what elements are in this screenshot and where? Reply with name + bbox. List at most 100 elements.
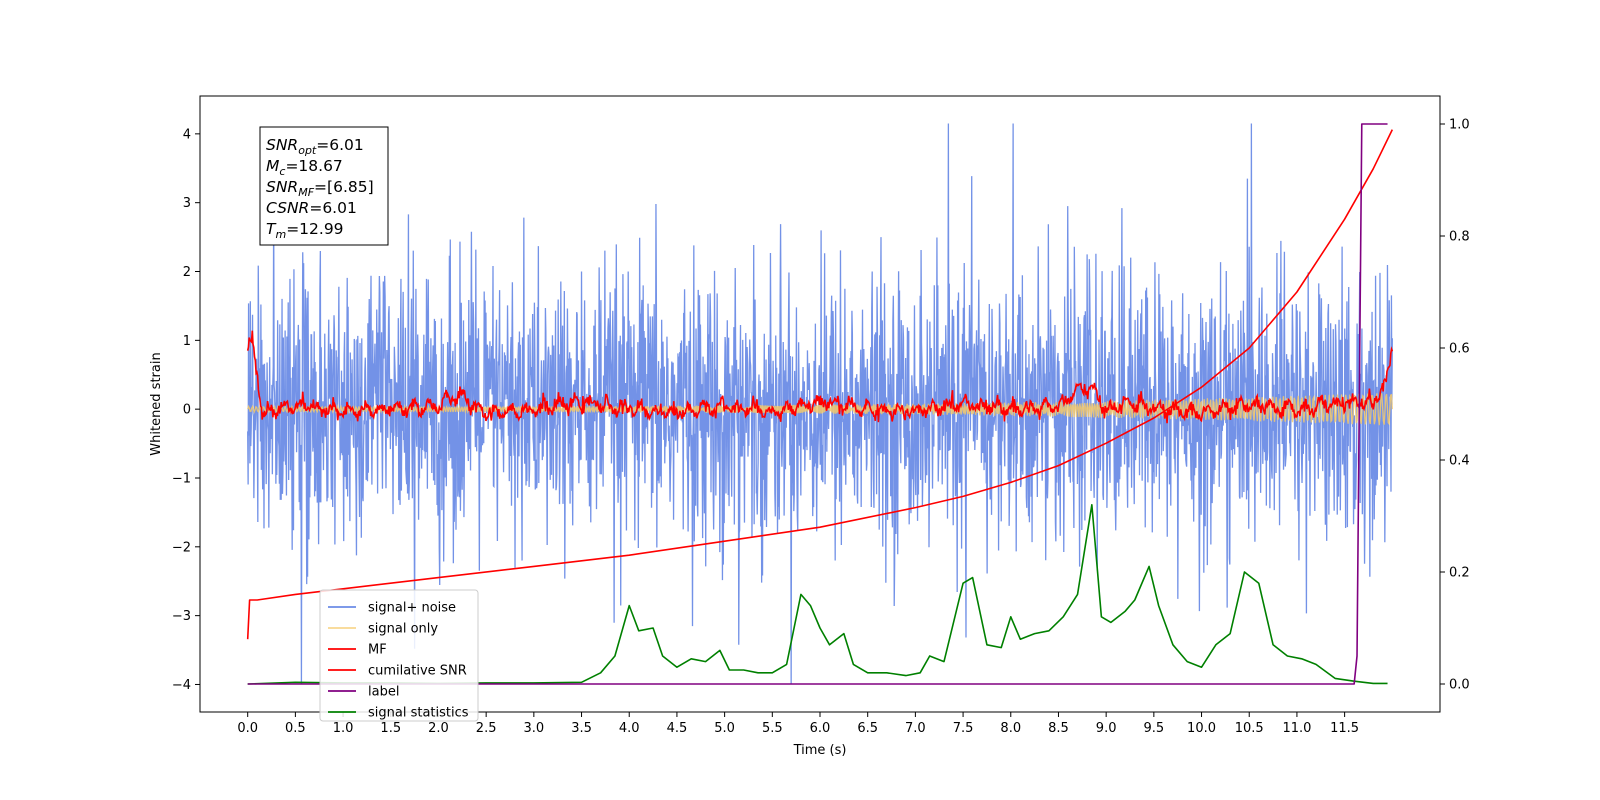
x-tick: 2.5 bbox=[476, 712, 497, 736]
x-tick-label: 6.5 bbox=[857, 721, 878, 736]
info-line-base: SNR bbox=[266, 178, 298, 196]
series-layer bbox=[246, 123, 1394, 685]
x-tick: 0.0 bbox=[237, 712, 258, 736]
x-tick-label: 8.5 bbox=[1048, 721, 1069, 736]
x-tick-label: 3.5 bbox=[571, 721, 592, 736]
y-right-tick: 0.2 bbox=[1440, 566, 1470, 581]
x-tick: 11.5 bbox=[1330, 712, 1359, 736]
y-left-tick: 0 bbox=[183, 403, 200, 418]
info-line-sub: c bbox=[279, 165, 285, 178]
x-tick-label: 5.0 bbox=[714, 721, 735, 736]
x-tick: 10.0 bbox=[1187, 712, 1216, 736]
info-line-value: =6.01 bbox=[316, 136, 364, 154]
y-right-tick: 0.0 bbox=[1440, 678, 1470, 693]
info-lines: SNRopt=6.01Mc=18.67SNRMF=[6.85]CSNR=6.01… bbox=[266, 136, 374, 241]
x-tick-label: 11.5 bbox=[1330, 721, 1359, 736]
info-line-base: CSNR bbox=[266, 199, 309, 217]
y-left-tick: 1 bbox=[183, 334, 200, 349]
y-left-tick: −4 bbox=[172, 678, 200, 693]
info-line-value: =[6.85] bbox=[314, 178, 374, 196]
x-tick-label: 7.5 bbox=[953, 721, 974, 736]
y-left-tick-label: 3 bbox=[183, 196, 191, 211]
x-tick: 6.0 bbox=[810, 712, 831, 736]
x-tick: 7.0 bbox=[905, 712, 926, 736]
x-tick: 8.5 bbox=[1048, 712, 1069, 736]
x-tick-label: 1.5 bbox=[380, 721, 401, 736]
y-left-tick-label: 0 bbox=[183, 403, 191, 418]
y-right-tick: 0.8 bbox=[1440, 230, 1470, 245]
x-axis-label: Time (s) bbox=[793, 743, 847, 758]
y-axis-label: Whitened strain bbox=[149, 352, 164, 455]
legend-label: cumilative SNR bbox=[368, 664, 467, 679]
legend-item: MF bbox=[328, 643, 387, 658]
info-line-value: =18.67 bbox=[285, 157, 342, 175]
x-tick: 9.0 bbox=[1096, 712, 1117, 736]
legend-item: signal only bbox=[328, 622, 438, 637]
info-line: SNRopt=6.01 bbox=[266, 136, 364, 157]
y-right-tick: 1.0 bbox=[1440, 118, 1470, 133]
series-cumilative-snr-line bbox=[246, 129, 1394, 640]
y-axis-right: 0.0 0.2 0.4 0.6 0.8 1.0 bbox=[1440, 118, 1470, 693]
y-right-tick-label: 0.2 bbox=[1449, 566, 1470, 581]
x-tick-label: 7.0 bbox=[905, 721, 926, 736]
legend-label: label bbox=[368, 685, 399, 700]
info-line: SNRMF=[6.85] bbox=[266, 178, 374, 199]
x-tick-label: 9.0 bbox=[1096, 721, 1117, 736]
x-tick: 0.5 bbox=[285, 712, 306, 736]
legend-frame bbox=[319, 589, 479, 722]
legend-label: MF bbox=[368, 643, 387, 658]
x-tick-label: 10.5 bbox=[1235, 721, 1264, 736]
x-tick: 4.5 bbox=[667, 712, 688, 736]
y-left-tick: −3 bbox=[172, 609, 200, 624]
legend-item: signal statistics bbox=[328, 706, 469, 721]
y-right-tick-label: 0.0 bbox=[1449, 678, 1470, 693]
info-line-sub: opt bbox=[298, 144, 317, 157]
y-left-tick: 3 bbox=[183, 196, 200, 211]
info-line-value: =12.99 bbox=[286, 220, 343, 238]
x-tick-label: 2.5 bbox=[476, 721, 497, 736]
info-line-sub: m bbox=[275, 228, 286, 241]
info-line: CSNR=6.01 bbox=[266, 199, 357, 217]
info-line-value: =6.01 bbox=[309, 199, 357, 217]
legend-label: signal statistics bbox=[368, 706, 469, 721]
series-label-line bbox=[247, 123, 1388, 685]
x-tick-label: 9.5 bbox=[1144, 721, 1165, 736]
x-tick-label: 11.0 bbox=[1282, 721, 1311, 736]
legend-item: cumilative SNR bbox=[328, 664, 467, 679]
series-mf-line bbox=[246, 330, 1394, 424]
x-tick: 10.5 bbox=[1235, 712, 1264, 736]
y-left-tick-label: −2 bbox=[172, 540, 191, 555]
y-right-tick-label: 1.0 bbox=[1449, 118, 1470, 133]
y-left-tick-label: −1 bbox=[172, 471, 191, 486]
y-left-tick: −1 bbox=[172, 471, 200, 486]
x-tick: 9.5 bbox=[1144, 712, 1165, 736]
y-right-tick-label: 0.8 bbox=[1449, 230, 1470, 245]
x-tick: 8.0 bbox=[1000, 712, 1021, 736]
info-box: SNRopt=6.01Mc=18.67SNRMF=[6.85]CSNR=6.01… bbox=[259, 126, 389, 246]
x-tick: 3.0 bbox=[524, 712, 545, 736]
y-left-tick-label: −4 bbox=[172, 678, 191, 693]
legend-label: signal+ noise bbox=[368, 601, 456, 616]
series-signal-noise-line bbox=[247, 123, 1393, 685]
x-tick-label: 2.0 bbox=[428, 721, 449, 736]
x-tick-label: 4.0 bbox=[619, 721, 640, 736]
y-left-tick-label: 2 bbox=[183, 265, 191, 280]
info-line-base: T bbox=[266, 220, 277, 238]
y-right-tick-label: 0.4 bbox=[1449, 454, 1470, 469]
x-tick-label: 4.5 bbox=[667, 721, 688, 736]
x-tick-label: 5.5 bbox=[762, 721, 783, 736]
legend-label: signal only bbox=[368, 622, 438, 637]
series-signal-statistics-line bbox=[247, 504, 1388, 685]
x-tick: 7.5 bbox=[953, 712, 974, 736]
x-tick-label: 8.0 bbox=[1000, 721, 1021, 736]
info-box-frame bbox=[259, 126, 389, 246]
x-tick-label: 6.0 bbox=[810, 721, 831, 736]
y-left-tick-label: 4 bbox=[183, 127, 191, 142]
y-left-tick-label: −3 bbox=[172, 609, 191, 624]
x-tick-label: 10.0 bbox=[1187, 721, 1216, 736]
y-left-tick: 4 bbox=[183, 127, 200, 142]
x-tick-label: 3.0 bbox=[524, 721, 545, 736]
legend-item: signal+ noise bbox=[328, 601, 456, 616]
x-tick: 6.5 bbox=[857, 712, 878, 736]
x-axis: 0.0 0.5 1.0 1.5 2.0 2.5 3.0 3.5 4.0 4.5 5.0 5.5 6.0 6… bbox=[237, 712, 1359, 736]
